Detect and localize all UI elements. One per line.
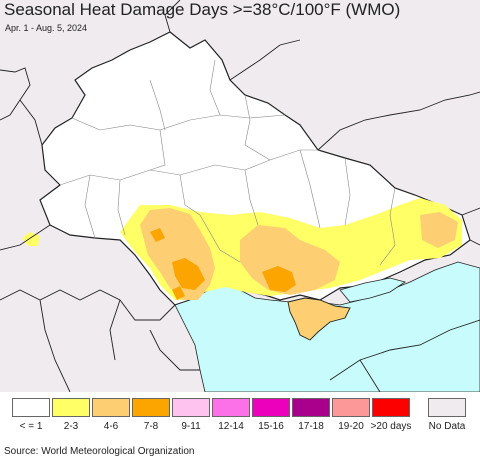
legend-label-1: 2-3 xyxy=(63,421,79,432)
legend-label-4: 9-11 xyxy=(181,421,201,432)
legend-swatch-5 xyxy=(212,398,250,417)
legend-label-8: 19-20 xyxy=(338,421,364,432)
legend-swatch-10 xyxy=(428,398,466,417)
neighbor-borders xyxy=(0,0,480,392)
admin-boundaries xyxy=(59,59,396,266)
heat-damage-map xyxy=(0,0,480,392)
map-subtitle: Apr. 1 - Aug. 5, 2024 xyxy=(5,23,88,33)
source-credit: Source: World Meteorological Organizatio… xyxy=(4,446,195,457)
legend-label-10: No Data xyxy=(428,421,466,432)
legend-label-2: 4-6 xyxy=(103,421,119,432)
legend-swatch-0 xyxy=(12,398,50,417)
sea-of-azov xyxy=(339,277,406,303)
legend-label-9: >20 days xyxy=(370,421,412,432)
legend-swatch-1 xyxy=(52,398,90,417)
legend-label-7: 17-18 xyxy=(298,421,324,432)
legend-swatch-4 xyxy=(172,398,210,417)
legend-swatch-2 xyxy=(92,398,130,417)
legend-swatch-8 xyxy=(332,398,370,417)
map-title: Seasonal Heat Damage Days >=38°C/100°F (… xyxy=(4,0,401,19)
legend-label-0: < = 1 xyxy=(19,421,43,432)
legend-label-3: 7-8 xyxy=(143,421,159,432)
legend-label-5: 12-14 xyxy=(218,421,244,432)
legend-swatch-7 xyxy=(292,398,330,417)
legend-swatch-6 xyxy=(252,398,290,417)
legend-swatch-3 xyxy=(132,398,170,417)
legend-swatch-9 xyxy=(372,398,410,417)
legend-label-6: 15-16 xyxy=(258,421,284,432)
zone-7-8-days xyxy=(150,228,296,300)
crimea xyxy=(287,297,351,341)
